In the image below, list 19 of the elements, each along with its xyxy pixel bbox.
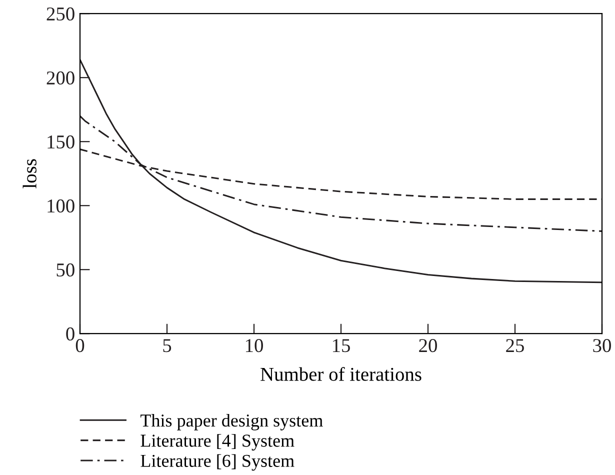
x-tick-label: 30 [593, 339, 611, 352]
x-tick-label: 5 [163, 339, 172, 352]
x-tick-label: 10 [246, 339, 263, 352]
y-axis-title: loss [22, 159, 36, 188]
x-tick-label: 15 [332, 339, 350, 352]
legend-label: Literature [4] System [140, 434, 294, 451]
y-tick-label: 50 [56, 263, 74, 277]
x-tick-label: 25 [506, 339, 524, 352]
x-tick-label: 0 [76, 339, 84, 352]
y-tick-label: 250 [46, 7, 74, 21]
line-series [80, 58, 602, 284]
legend-label: This paper design system [140, 414, 323, 430]
y-tick-label: 0 [66, 327, 74, 341]
y-tick-label: 150 [48, 135, 74, 149]
x-tick-label: 20 [419, 339, 437, 352]
y-tick-label: 100 [48, 199, 74, 213]
y-tick-label: 200 [46, 71, 74, 85]
legend-label: Literature [6] System [140, 454, 294, 471]
x-axis-title: Number of iterations [260, 367, 422, 381]
